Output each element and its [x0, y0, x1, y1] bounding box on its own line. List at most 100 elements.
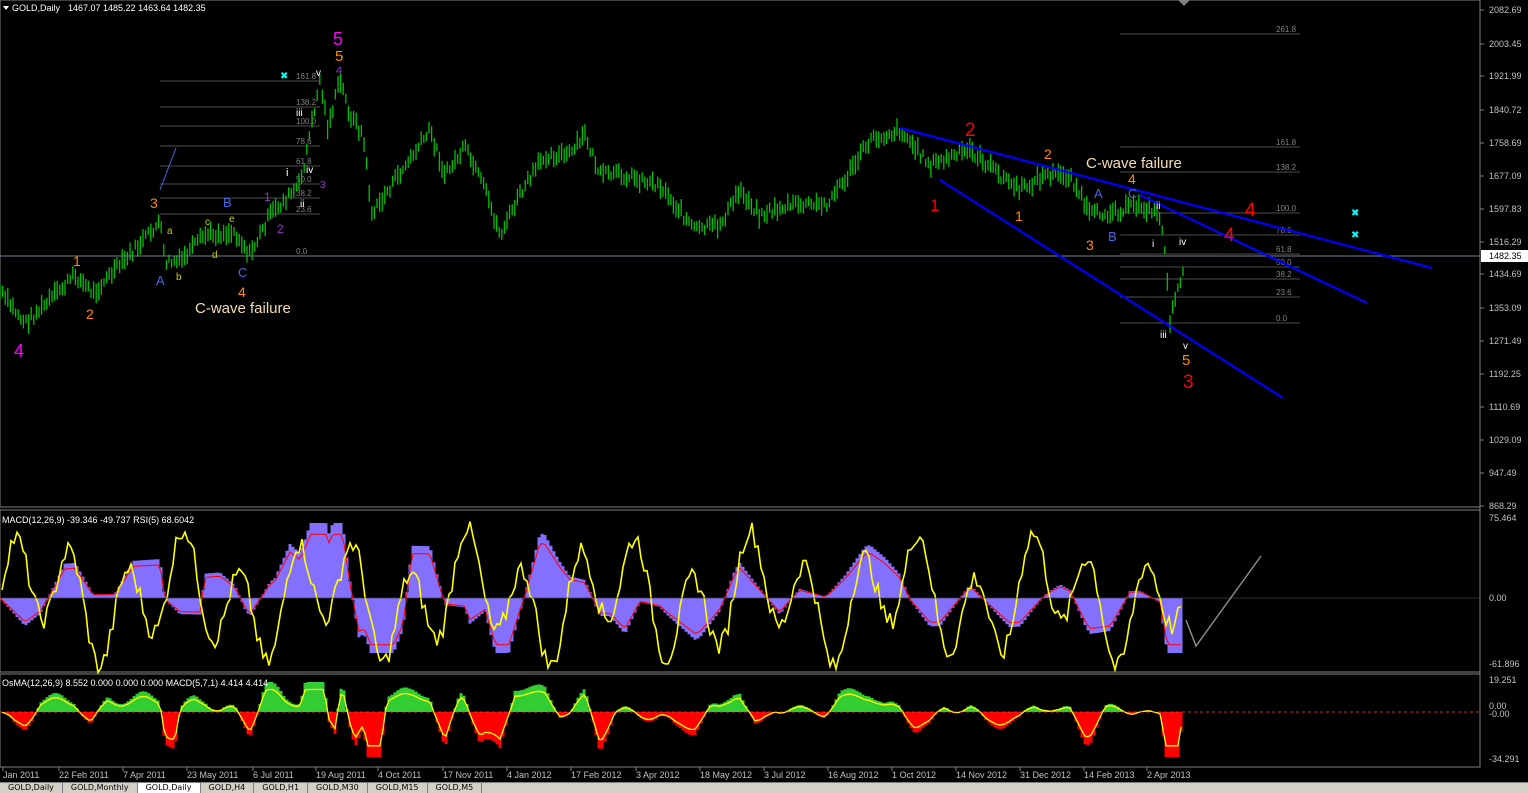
fib-right-label: 38.2 — [1276, 270, 1292, 279]
price-label: 868.29 — [1489, 501, 1517, 511]
trendline[interactable] — [899, 126, 1433, 270]
price-label: 1029.09 — [1489, 435, 1522, 445]
time-label: 14 Feb 2013 — [1084, 770, 1135, 780]
chart-tab[interactable]: GOLD,H4 — [201, 783, 255, 793]
chart-tab[interactable]: GOLD,M15 — [368, 783, 428, 793]
wave-label: 4 — [336, 65, 342, 77]
wave-label: i — [286, 167, 288, 179]
price-label: 947.49 — [1489, 468, 1517, 478]
chart-tab[interactable]: GOLD,Daily — [0, 783, 63, 793]
time-label: 4 Jan 2012 — [507, 770, 552, 780]
wave-label: ii — [1156, 201, 1160, 212]
wave-label: i — [1152, 239, 1154, 250]
fibonacci-levels: 161.8 138.2 100.0 78.6 61.8 50.0 38.2 23.6 0.0 2 6… — [160, 25, 1300, 324]
chart-tab[interactable]: GOLD,M5 — [428, 783, 483, 793]
time-label: 19 Aug 2011 — [316, 770, 366, 780]
wave-label: 1 — [930, 196, 939, 215]
wave-label: iv — [306, 165, 313, 176]
wave-label: v — [1183, 341, 1188, 352]
wave-label: 4 — [1245, 200, 1256, 221]
osma-axis-label: -34.291 — [1489, 754, 1520, 764]
wave-label: 1 — [264, 190, 271, 204]
trendline[interactable] — [1139, 194, 1368, 304]
wave-label: 4 — [14, 341, 24, 361]
time-label: 3 Apr 2012 — [636, 770, 680, 780]
cyan-marker-icon: ✖ — [1351, 208, 1359, 219]
time-label: 17 Nov 2011 — [443, 770, 493, 780]
wave-label: b — [176, 272, 182, 283]
wave-label: a — [167, 226, 173, 237]
fib-left-label: 138.2 — [296, 98, 317, 107]
chart-tab[interactable]: GOLD,M30 — [308, 783, 368, 793]
fib-left-label: 61.8 — [296, 157, 312, 166]
chart-tab[interactable]: GOLD,Daily — [137, 783, 201, 793]
osma-macd-line — [1, 688, 1182, 747]
current-price-box — [1481, 250, 1528, 262]
time-label: 14 Nov 2012 — [956, 770, 1007, 780]
wave-label: B — [1108, 229, 1117, 244]
time-label: 16 Aug 2012 — [828, 770, 879, 780]
fib-right-label: 0.0 — [1276, 314, 1288, 323]
price-label: 1353.09 — [1489, 303, 1522, 313]
fib-left-label: 23.6 — [296, 205, 312, 214]
trendline[interactable] — [939, 179, 1284, 399]
fib-right-label: 78.6 — [1276, 226, 1292, 235]
time-label: 3 Jul 2012 — [764, 770, 806, 780]
cwave-failure-right: C-wave failure — [1086, 155, 1182, 172]
wave-label: 4 — [238, 284, 246, 300]
price-label: 2082.69 — [1489, 5, 1522, 15]
chart-tab[interactable]: GOLD,Monthly — [63, 783, 138, 793]
time-label: 17 Feb 2012 — [571, 770, 622, 780]
wave-label: C — [238, 265, 247, 280]
price-label: 1597.83 — [1489, 204, 1522, 214]
wave-label: 5 — [1182, 352, 1190, 369]
osma-axis-label: -0.00 — [1489, 709, 1510, 719]
wave-label: 5 — [335, 48, 343, 65]
osma-axis-label: 0.00 — [1489, 701, 1507, 711]
ohlc-values: 1467.07 1485.22 1463.64 1482.35 — [68, 3, 206, 13]
fib-left-label: 50.0 — [296, 175, 312, 184]
symbol-title: GOLD,Daily — [12, 3, 61, 13]
scroll-marker-icon[interactable] — [1178, 0, 1190, 6]
wave-label: e — [229, 214, 235, 225]
fib-right-label: 23.6 — [1276, 288, 1292, 297]
price-label: 1192.25 — [1489, 369, 1521, 379]
macd-title: MACD(12,26,9) -39.346 -49.737 RSI(5) 68.… — [2, 515, 194, 525]
macd-axis-label: 75.464 — [1489, 513, 1517, 523]
trendline[interactable] — [159, 147, 177, 191]
chart-tab[interactable]: GOLD,H1 — [254, 783, 309, 793]
time-label: 7 Apr 2011 — [123, 770, 166, 780]
fib-right-label: 61.8 — [1276, 245, 1292, 254]
price-label: 1271.49 — [1489, 336, 1522, 346]
wave-label: 4 — [1128, 171, 1136, 187]
fib-right-label: 161.8 — [1276, 138, 1297, 147]
wave-label: A — [156, 273, 165, 288]
price-label: 1921.99 — [1489, 71, 1522, 81]
wave-label: 1 — [73, 253, 81, 269]
price-label: 1840.72 — [1489, 105, 1522, 115]
chart-tab-bar: GOLD,Daily GOLD,Monthly GOLD,Daily GOLD,H4 G… — [0, 782, 1528, 793]
forecast-line — [1185, 555, 1262, 648]
current-price-label: 1482.35 — [1489, 251, 1522, 261]
wave-label: ii — [300, 199, 304, 210]
osma-indicator — [0, 682, 1480, 757]
wave-label: v — [316, 68, 321, 79]
price-label: 1677.09 — [1489, 171, 1522, 181]
trendlines[interactable] — [159, 126, 1433, 399]
macd-axis-label: 0.00 — [1489, 593, 1507, 603]
wave-label: 3 — [150, 195, 158, 211]
macd-axis-label: -61.896 — [1489, 659, 1520, 669]
time-label: Jan 2011 — [3, 770, 39, 780]
menu-arrow-icon[interactable] — [3, 6, 9, 10]
macd-indicator — [0, 521, 1480, 675]
wave-label: 2 — [1044, 146, 1052, 162]
fib-left-label: 100.0 — [296, 117, 317, 126]
wave-label: 4 — [1224, 225, 1235, 246]
price-label: 2003.45 — [1489, 39, 1522, 49]
time-label: 31 Dec 2012 — [1020, 770, 1071, 780]
main-chart-panel[interactable] — [0, 0, 1481, 508]
wave-label: 3 — [320, 180, 326, 191]
time-label: 18 May 2012 — [700, 770, 752, 780]
